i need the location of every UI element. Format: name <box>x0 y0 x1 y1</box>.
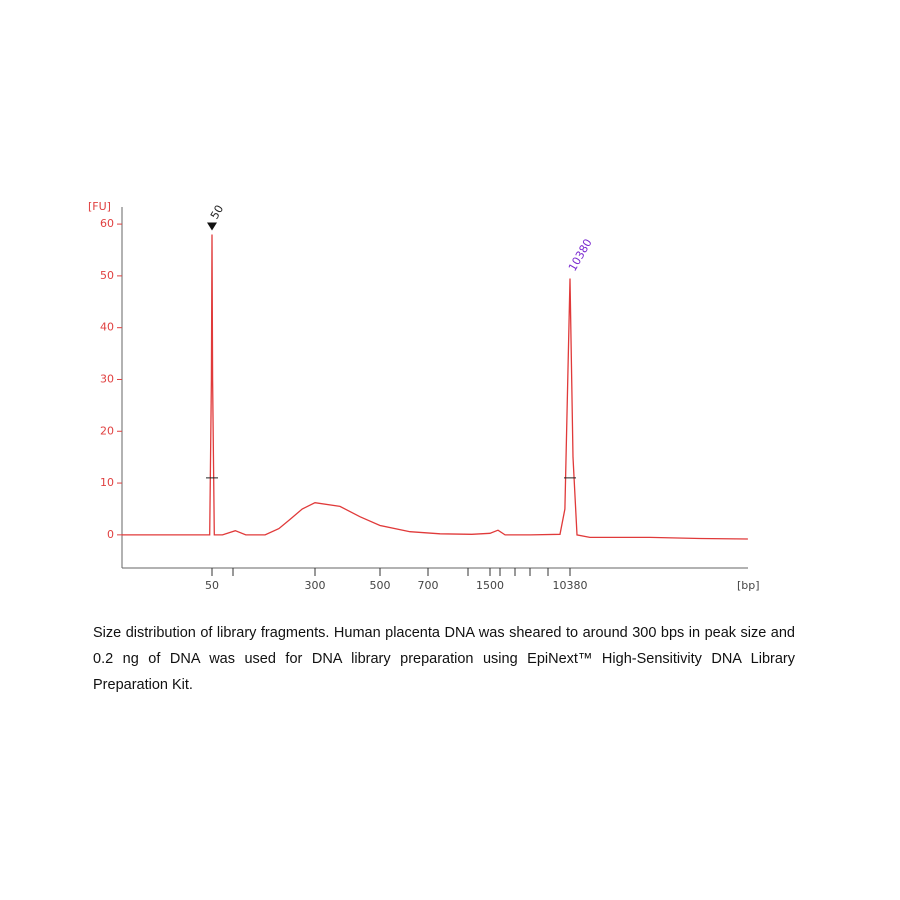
x-tick-label: 10380 <box>553 579 588 592</box>
y-tick-label: 30 <box>100 372 114 385</box>
x-axis-label: [bp] <box>737 579 760 592</box>
x-tick-label: 50 <box>205 579 219 592</box>
x-tick-label: 700 <box>418 579 439 592</box>
y-tick-label: 20 <box>100 424 114 437</box>
y-tick-label: 40 <box>100 321 114 334</box>
trace <box>121 234 748 540</box>
caption: Size distribution of library fragments. … <box>93 625 795 693</box>
y-tick-label: 50 <box>100 269 114 282</box>
y-tick-label: 10 <box>100 476 114 489</box>
x-tick-label: 500 <box>370 579 391 592</box>
x-tick-label: 1500 <box>476 579 504 592</box>
peak-triangle <box>207 222 217 231</box>
peak-label: 50 <box>208 203 226 222</box>
minor-ticks <box>232 568 549 576</box>
x-tick-label: 300 <box>305 579 326 592</box>
y-tick-label: 60 <box>100 217 114 230</box>
peak-label: 10380 <box>566 237 595 274</box>
y-tick-label: 0 <box>107 528 114 541</box>
y-axis-label: [FU] <box>88 200 111 213</box>
